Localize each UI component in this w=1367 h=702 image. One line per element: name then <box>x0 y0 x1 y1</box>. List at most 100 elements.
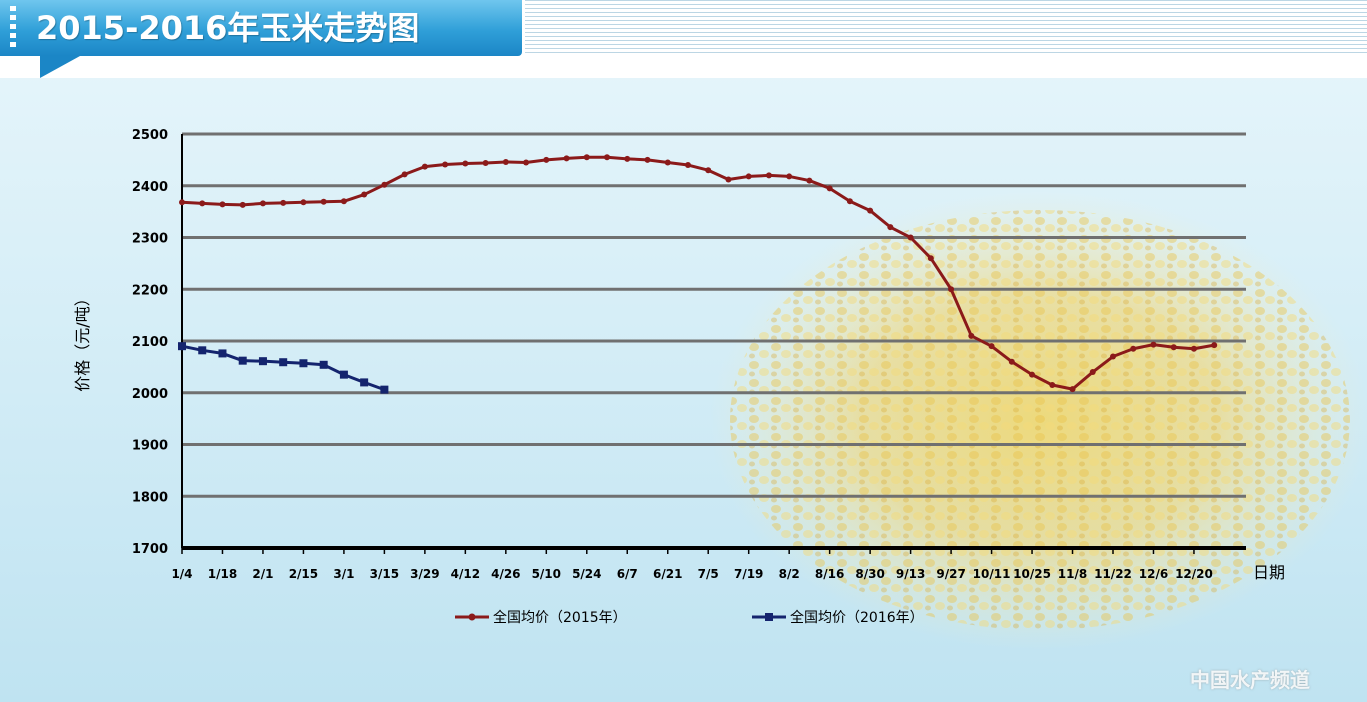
data-point <box>1049 381 1056 388</box>
data-point <box>442 161 449 168</box>
data-point <box>988 343 995 350</box>
x-axis-ticks: 1/4 1/18 2/1 2/15 3/1 3/15 3/29 4/12 4/26 5/10 5/2… <box>171 548 1213 581</box>
x-tick-label: 7/5 <box>698 567 719 581</box>
y-tick-label: 2100 <box>132 335 168 350</box>
series-lines <box>178 154 1218 394</box>
data-point <box>887 224 894 231</box>
data-point <box>1211 342 1218 349</box>
legend-marker <box>468 613 476 621</box>
x-tick-label: 1/4 <box>171 567 192 581</box>
data-point <box>1170 344 1177 351</box>
banner-dots-decoration <box>10 6 16 50</box>
data-point <box>948 286 955 293</box>
series-line-2 <box>181 344 385 392</box>
data-point <box>279 358 288 367</box>
data-point <box>563 155 570 162</box>
x-tick-label: 9/13 <box>896 567 925 581</box>
data-point <box>705 167 712 174</box>
data-point <box>684 162 691 169</box>
data-point <box>401 171 408 178</box>
x-tick-label: 12/20 <box>1175 567 1213 581</box>
data-point <box>280 199 287 206</box>
data-point <box>523 159 530 166</box>
data-point <box>543 156 550 163</box>
x-tick-label: 9/27 <box>936 567 965 581</box>
data-point <box>806 177 813 184</box>
data-point <box>1130 345 1137 352</box>
x-tick-label: 8/16 <box>815 567 844 581</box>
grid-lines <box>182 132 1246 498</box>
watermark-logo: 中国水产频道 <box>1190 668 1310 692</box>
page-title: 2015-2016年玉米走势图 <box>36 9 420 47</box>
data-point <box>765 172 772 179</box>
data-point <box>381 181 388 188</box>
banner-tail-decoration <box>40 56 80 78</box>
x-tick-label: 5/10 <box>532 567 561 581</box>
x-tick-label: 4/12 <box>451 567 480 581</box>
data-point <box>644 156 651 163</box>
data-point <box>198 346 207 355</box>
data-point <box>339 370 348 379</box>
data-point <box>300 199 307 206</box>
data-point <box>179 199 185 206</box>
y-tick-label: 2000 <box>132 387 168 402</box>
data-point <box>259 200 266 207</box>
y-tick-label: 2400 <box>132 180 168 195</box>
data-point <box>583 154 590 161</box>
data-point <box>299 359 308 368</box>
data-point <box>1110 353 1116 360</box>
data-point <box>1190 345 1197 352</box>
x-tick-label: 11/8 <box>1058 567 1087 581</box>
x-tick-label: 10/25 <box>1013 567 1051 581</box>
y-axis-ticks: 1700 1800 1900 2000 2100 2200 2300 2400 2500 <box>132 128 168 557</box>
legend-marker <box>765 613 773 621</box>
x-tick-label: 3/15 <box>370 567 399 581</box>
y-tick-label: 2300 <box>132 232 168 247</box>
data-point <box>219 201 226 208</box>
data-point <box>745 173 752 180</box>
x-tick-label: 5/24 <box>572 567 601 581</box>
data-point <box>867 207 874 214</box>
data-point <box>624 155 631 162</box>
x-tick-label: 3/1 <box>333 567 354 581</box>
data-point <box>1008 358 1015 365</box>
data-point <box>421 163 428 170</box>
legend: 全国均价（2015年） 全国均价（2016年） <box>455 609 924 626</box>
y-tick-label: 1800 <box>132 490 168 505</box>
data-point <box>907 234 914 241</box>
data-point <box>380 385 389 394</box>
data-point <box>1089 369 1096 376</box>
x-tick-label: 2/15 <box>289 567 318 581</box>
x-tick-label: 4/26 <box>491 567 520 581</box>
data-point <box>319 360 328 369</box>
data-point <box>482 159 489 166</box>
data-point <box>238 356 247 365</box>
series-line-1 <box>181 155 1215 391</box>
data-point <box>826 185 833 192</box>
y-tick-label: 2200 <box>132 283 168 298</box>
x-tick-label: 10/11 <box>973 567 1011 581</box>
header-stripes <box>525 0 1367 56</box>
y-axis-label: 价格（元/吨） <box>73 290 92 391</box>
data-point <box>1069 386 1076 393</box>
data-point <box>846 198 853 205</box>
x-tick-label: 2/1 <box>252 567 273 581</box>
data-point <box>786 173 793 180</box>
data-point <box>199 200 206 207</box>
legend-label: 全国均价（2016年） <box>790 609 924 626</box>
data-point <box>340 198 347 205</box>
y-tick-label: 2500 <box>132 128 168 143</box>
data-point <box>178 342 186 351</box>
data-point <box>1150 341 1157 348</box>
y-tick-label: 1700 <box>132 542 168 557</box>
x-tick-label: 8/2 <box>779 567 800 581</box>
x-tick-label: 1/18 <box>208 567 237 581</box>
data-point <box>462 160 469 167</box>
x-tick-label: 12/6 <box>1139 567 1168 581</box>
data-point <box>320 198 327 205</box>
legend-label: 全国均价（2015年） <box>493 609 627 626</box>
data-point <box>218 349 227 358</box>
x-tick-label: 6/7 <box>617 567 638 581</box>
data-point <box>361 191 368 198</box>
x-tick-label: 11/22 <box>1094 567 1132 581</box>
